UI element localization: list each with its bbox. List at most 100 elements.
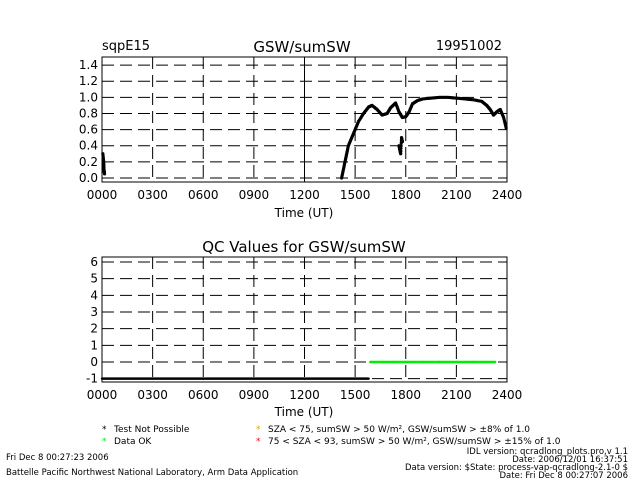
- data-point: [404, 360, 407, 364]
- data-point: [349, 137, 353, 141]
- x-tick-label: 1800: [390, 388, 421, 402]
- y-tick-label: 0.4: [79, 139, 98, 153]
- site-label: sqpE15: [102, 39, 150, 54]
- data-point: [344, 153, 349, 157]
- data-point: [400, 139, 404, 143]
- x-tick-label: 1800: [390, 188, 421, 202]
- y-tick-label: 6: [90, 255, 98, 269]
- y-tick-label: 1.4: [79, 58, 98, 72]
- gsw-sumsw-chart: GSW/sumSW 0000 0300 0600 0900 1200 1500 1800 21…: [79, 38, 522, 220]
- data-point: [504, 124, 508, 128]
- data-point: [501, 114, 505, 118]
- data-point: [303, 377, 306, 380]
- data-point: [472, 360, 475, 364]
- data-point: [356, 121, 360, 125]
- legend-label-warn15: 75 < SZA < 93, sumSW > 50 W/m², GSW/sumS…: [268, 437, 561, 447]
- x-tick-label: 0300: [137, 188, 168, 202]
- data-point: [100, 377, 104, 380]
- plot-frame-bottom: [101, 256, 508, 383]
- y-tick-label: 1: [90, 338, 98, 352]
- x-tick-label: 1500: [340, 388, 371, 402]
- data-point: [380, 360, 384, 364]
- x-axis-label-top: Time (UT): [274, 206, 334, 220]
- x-tick-label: 1500: [340, 188, 371, 202]
- legend-symbol-ok: *: [102, 437, 107, 447]
- qc-values-chart: QC Values for GSW/sumSW 0000 0300 0600 0900…: [86, 238, 522, 419]
- data-point: [399, 149, 403, 153]
- data-point: [421, 360, 424, 364]
- y-tick-label: 3: [90, 305, 98, 319]
- data-point: [399, 146, 403, 150]
- data-point: [352, 129, 357, 133]
- legend-label-not-possible: Test Not Possible: [113, 425, 190, 435]
- data-point: [392, 360, 396, 364]
- data-point: [396, 108, 401, 112]
- footer-data-date: Date: Fri Dec 8 00:27:07 2006: [500, 471, 628, 480]
- chart-title-qc: QC Values for GSW/sumSW: [202, 238, 406, 256]
- data-point: [399, 144, 403, 148]
- legend-label-ok: Data OK: [114, 437, 152, 447]
- x-tick-label: 0600: [188, 188, 219, 202]
- data-points-bottom: [100, 360, 497, 380]
- data-point: [461, 97, 466, 101]
- y-tick-label: 1.0: [79, 90, 98, 104]
- data-point: [455, 360, 458, 364]
- data-point: [101, 158, 106, 163]
- x-tick-label: 2100: [441, 188, 472, 202]
- x-tick-label: 0300: [137, 388, 168, 402]
- data-point: [453, 96, 457, 100]
- y-tick-label: 0.6: [79, 123, 98, 137]
- y-tick-label: 0.2: [79, 155, 98, 169]
- legend: * Test Not Possible * Data OK * SZA < 75…: [102, 425, 561, 447]
- x-axis-label-bottom: Time (UT): [274, 405, 334, 419]
- footer: Fri Dec 8 00:27:23 2006 Battelle Pacific…: [6, 447, 628, 480]
- legend-label-warn8: SZA < 75, sumSW > 50 W/m², GSW/sumSW > ±…: [268, 425, 530, 435]
- y-tick-label: 4: [90, 288, 98, 302]
- x-tick-label: 0600: [188, 388, 219, 402]
- x-tick-label: 2400: [492, 388, 523, 402]
- data-point: [341, 169, 345, 173]
- data-point: [102, 171, 107, 175]
- data-point: [369, 360, 372, 364]
- footer-data-version: Data version: $State: process-vap-qcradl…: [405, 463, 628, 473]
- data-point: [343, 161, 347, 165]
- y-tick-label: 0: [90, 355, 98, 369]
- data-point: [367, 377, 370, 380]
- y-tick-label: 1.2: [79, 74, 98, 88]
- x-tick-label: 1200: [289, 388, 320, 402]
- data-point: [428, 96, 432, 100]
- chart-title-gsw: GSW/sumSW: [253, 38, 350, 56]
- data-point: [438, 360, 441, 364]
- y-tick-label: 0.8: [79, 106, 98, 120]
- data-point: [493, 360, 497, 364]
- data-point: [361, 113, 365, 117]
- plot-frame-top: [101, 56, 508, 183]
- x-tick-label: 2100: [441, 388, 472, 402]
- footer-idl-version: IDL version: qcradlong_plots.pro,v 1.1: [467, 447, 628, 457]
- date-label: 19951002: [436, 39, 502, 54]
- ticks-bottom: 0000 0300 0600 0900 1200 1500 1800 2100 2400 -1 0 1…: [86, 255, 522, 402]
- y-tick-label: -1: [86, 372, 98, 386]
- grid-top: [102, 57, 507, 182]
- grid-bottom: [102, 257, 507, 382]
- ticks-top: 0000 0300 0600 0900 1200 1500 1800 2100 2400 0.0 0…: [79, 58, 522, 202]
- data-point: [444, 95, 449, 99]
- x-tick-label: 0900: [239, 388, 270, 402]
- data-point: [202, 377, 205, 380]
- y-tick-label: 5: [90, 272, 98, 286]
- x-tick-label: 1200: [289, 188, 320, 202]
- x-tick-label: 0900: [239, 188, 270, 202]
- legend-symbol-not-possible: *: [102, 425, 107, 435]
- x-tick-label: 2400: [492, 188, 523, 202]
- y-tick-label: 0.0: [79, 171, 98, 185]
- x-tick-label: 0000: [87, 188, 118, 202]
- footer-idl-date: Date: 2006/12/01 16:37:51: [512, 455, 628, 465]
- data-point: [470, 98, 474, 102]
- footer-timestamp: Fri Dec 8 00:27:23 2006: [6, 453, 109, 463]
- x-tick-label: 0000: [87, 388, 118, 402]
- data-point: [436, 95, 440, 100]
- footer-credits: Battelle Pacific Northwest National Labo…: [6, 468, 298, 478]
- data-points-top: [101, 95, 508, 180]
- legend-symbol-warn15: *: [256, 437, 261, 447]
